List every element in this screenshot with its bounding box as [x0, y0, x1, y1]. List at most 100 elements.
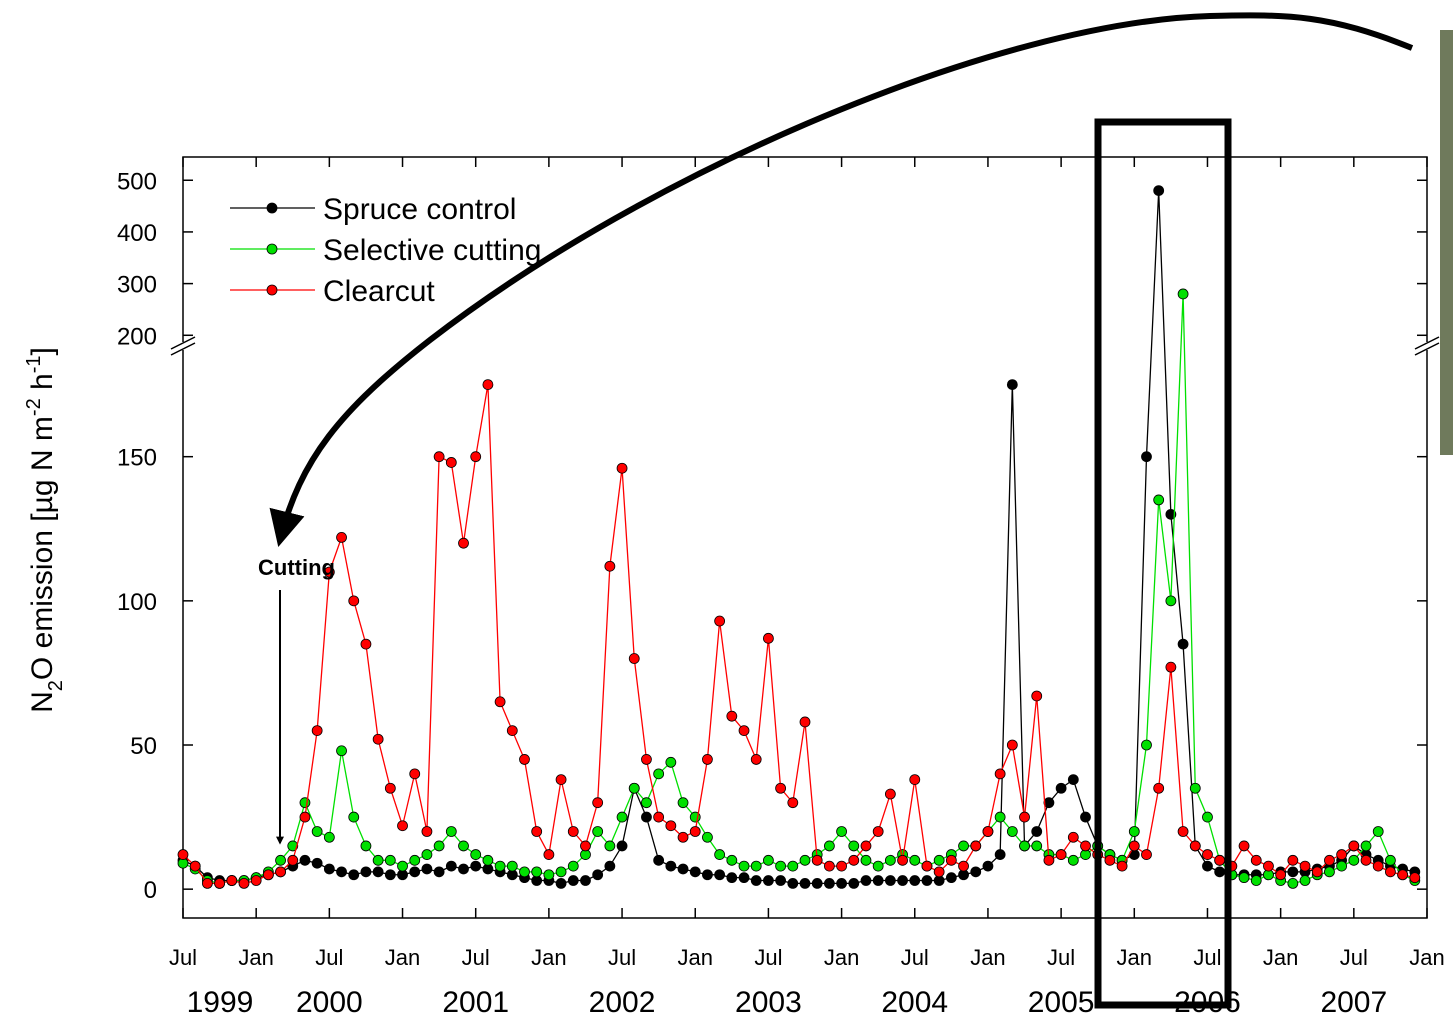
data-point [1043, 854, 1055, 866]
data-point [1372, 860, 1384, 872]
data-point [677, 797, 689, 809]
data-point [531, 826, 543, 837]
data-point [1006, 379, 1018, 390]
data-point [677, 831, 689, 843]
data-point [945, 854, 957, 866]
data-point [226, 875, 238, 886]
x-tick-label: Jul [901, 945, 929, 970]
data-point [787, 797, 799, 809]
x-tick-label: Jan [824, 945, 859, 970]
data-point [287, 854, 299, 866]
data-point [1287, 866, 1299, 878]
data-point [1299, 860, 1311, 872]
data-point [714, 615, 726, 627]
data-point [189, 860, 201, 872]
year-label: 1999 [187, 986, 254, 1019]
data-point [433, 866, 445, 878]
data-point [1165, 508, 1177, 520]
data-point [1153, 185, 1165, 196]
data-point [360, 638, 372, 650]
data-point [811, 878, 823, 889]
data-point [775, 875, 787, 886]
data-point [1409, 872, 1421, 884]
data-point [1153, 782, 1165, 794]
data-point [702, 869, 713, 881]
data-point [1043, 797, 1055, 809]
data-point [580, 875, 591, 886]
data-point [1067, 774, 1079, 786]
data-point [775, 860, 787, 872]
data-point [177, 849, 189, 860]
data-point [336, 745, 347, 757]
x-tick-label: Jul [462, 945, 490, 970]
data-point [433, 451, 445, 463]
data-point [1080, 811, 1091, 823]
data-point [799, 716, 811, 728]
data-point [1006, 826, 1018, 837]
data-point [275, 854, 286, 866]
y-label-part: -2 [23, 398, 45, 416]
data-point [1275, 869, 1287, 881]
data-point [433, 840, 445, 852]
data-point [750, 754, 762, 765]
data-point [1385, 866, 1396, 878]
data-point [897, 854, 908, 866]
x-tick-label: Jul [169, 945, 197, 970]
data-point [799, 854, 811, 866]
data-point [1080, 840, 1091, 852]
data-point [738, 872, 750, 884]
x-tick-label: Jul [1193, 945, 1221, 970]
data-point [1067, 831, 1079, 843]
data-point [1299, 875, 1311, 886]
data-point [567, 826, 579, 837]
data-point [421, 863, 433, 875]
data-point [848, 840, 860, 852]
legend-marker [266, 284, 278, 296]
data-point [409, 768, 421, 780]
x-tick-label: Jul [608, 945, 636, 970]
data-point [1177, 638, 1189, 650]
y-tick-label: 0 [144, 877, 157, 904]
legend-label: Clearcut [323, 275, 435, 308]
data-point [897, 875, 908, 886]
data-point [616, 811, 628, 823]
data-point [372, 854, 384, 866]
year-label: 2000 [296, 986, 363, 1019]
data-point [543, 849, 555, 860]
y-tick-label: 500 [117, 168, 157, 195]
data-point [909, 875, 921, 886]
data-point [1202, 860, 1213, 872]
legend-label: Spruce control [323, 193, 516, 226]
data-point [628, 782, 640, 794]
data-point [458, 863, 469, 875]
data-point [726, 854, 738, 866]
data-point [799, 878, 811, 889]
x-tick-label: Jul [1340, 945, 1368, 970]
data-point [1287, 878, 1299, 889]
data-point [909, 854, 921, 866]
data-point [1336, 860, 1348, 872]
data-point [702, 831, 713, 843]
data-point [519, 866, 530, 878]
data-point [360, 866, 372, 878]
data-point [311, 826, 323, 837]
data-point [884, 854, 896, 866]
data-point [982, 826, 994, 837]
data-point [884, 875, 896, 886]
data-point [1031, 826, 1043, 837]
data-point [592, 797, 604, 809]
data-point [1397, 869, 1409, 881]
data-point [763, 854, 774, 866]
plot-area: 0 50 100 150 200 300 400 500 Jul Jan Jul Jan Jul Jan J… [117, 156, 1445, 1019]
data-point [311, 857, 323, 869]
data-point [702, 754, 713, 765]
data-point [860, 840, 872, 852]
data-point [1250, 875, 1262, 886]
data-point [1128, 826, 1140, 837]
data-point [1104, 854, 1116, 866]
x-tick-label: Jul [1047, 945, 1075, 970]
x-tick-label: Jan [1117, 945, 1152, 970]
data-point [616, 462, 628, 474]
